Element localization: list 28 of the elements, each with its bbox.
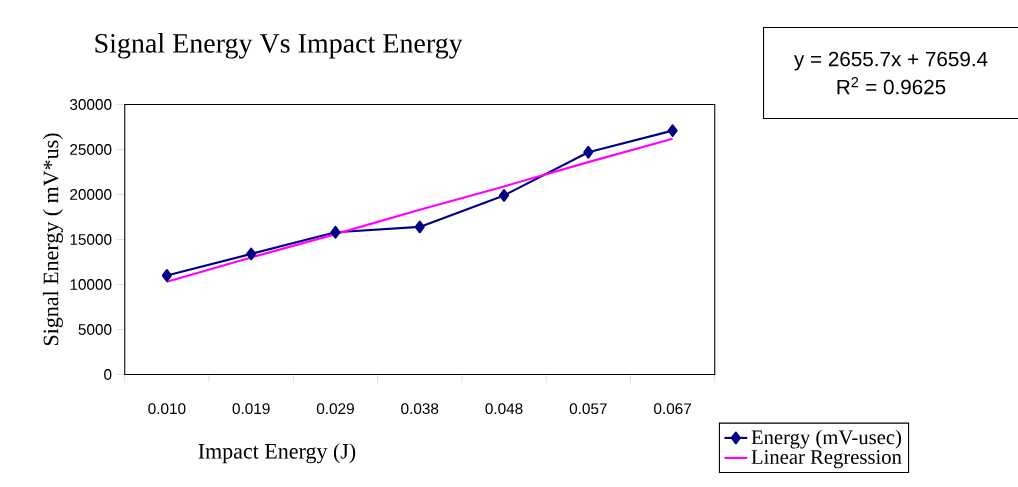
x-tick-label: 0.067 [654, 403, 692, 415]
x-tick-label: 0.019 [232, 403, 270, 415]
y-tick-label: 0 [104, 369, 112, 380]
y-tick-label: 5000 [78, 324, 112, 335]
point [246, 247, 257, 261]
y-tick-label: 15000 [70, 234, 112, 245]
text: R$^{2}$ = 0.9625 [837, 77, 946, 95]
point [667, 124, 678, 138]
point [414, 220, 425, 234]
y-tick-label: 25000 [70, 144, 112, 155]
x-tick-label: 0.038 [401, 403, 439, 415]
x-axis-title: Impact Energy (J) [198, 443, 356, 464]
text: y = 2655.7x + 7659.4 [793, 51, 988, 71]
x-tick-label: 0.048 [485, 403, 523, 415]
point [583, 145, 594, 159]
legend-label: Energy (mV-usec) [751, 429, 902, 449]
point [330, 225, 341, 239]
y-axis-title: Signal Energy ( mV*us) [42, 133, 63, 346]
x-tick-label: 0.029 [316, 403, 354, 415]
chart-title: Signal Energy Vs Impact Energy [95, 33, 463, 59]
legend-label: Linear Regression [751, 450, 902, 469]
point [161, 269, 172, 282]
y-tick-label: 30000 [69, 99, 112, 110]
x-tick-label: 0.057 [569, 403, 607, 415]
point [498, 189, 510, 202]
x-tick-label: 0.010 [148, 403, 186, 415]
y-tick-label: 20000 [70, 189, 112, 200]
y-tick-label: 10000 [70, 279, 112, 290]
